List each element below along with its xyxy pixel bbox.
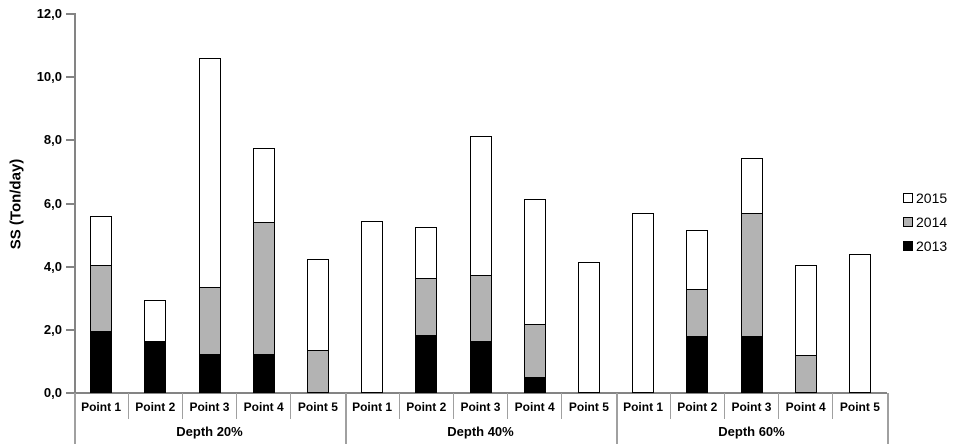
- y-tick-label: 8,0: [43, 132, 62, 148]
- cell-separator: [452, 393, 454, 419]
- point-label: Point 3: [189, 400, 230, 414]
- group-label: Depth 40%: [447, 424, 514, 439]
- y-tick-label: 10,0: [36, 69, 62, 85]
- bar-segment-2013: [470, 341, 492, 393]
- bar-segment-2014: [524, 324, 546, 378]
- bar-segment-2015: [578, 262, 600, 393]
- cell-separator: [778, 393, 780, 419]
- group-separator: [615, 393, 618, 444]
- y-tick-mark: [66, 392, 74, 394]
- cell-separator: [507, 393, 509, 419]
- bar-segment-2013: [90, 331, 112, 393]
- point-label: Point 3: [731, 400, 772, 414]
- bar-segment-2015: [90, 216, 112, 266]
- y-tick-mark: [66, 265, 74, 268]
- y-tick-mark: [66, 328, 74, 331]
- point-label: Point 5: [297, 400, 338, 414]
- group-separator: [886, 393, 889, 444]
- point-label: Point 4: [243, 400, 284, 414]
- legend-swatch-2014: [903, 217, 913, 227]
- y-tick-label: 0,0: [43, 385, 62, 400]
- bar-segment-2015: [795, 265, 817, 356]
- y-tick-label: 2,0: [43, 321, 62, 337]
- y-axis-line: [74, 13, 76, 393]
- cell-separator: [723, 393, 725, 419]
- bar-segment-2014: [741, 213, 763, 337]
- point-label: Point 2: [406, 400, 447, 414]
- cell-separator: [832, 393, 834, 419]
- group-label: Depth 60%: [718, 424, 785, 439]
- legend-swatch-2013: [903, 241, 913, 251]
- bar-segment-2015: [144, 300, 166, 342]
- cell-separator: [236, 393, 238, 419]
- group-separator: [73, 393, 76, 444]
- bar-segment-2013: [415, 335, 437, 393]
- legend-label: 2015: [916, 190, 948, 206]
- point-label: Point 3: [460, 400, 501, 414]
- cell-separator: [127, 393, 129, 419]
- bar-segment-2015: [415, 227, 437, 279]
- bar-segment-2015: [253, 148, 275, 223]
- bar-segment-2015: [361, 221, 383, 393]
- y-tick-label: 12,0: [36, 6, 62, 21]
- bar-segment-2015: [307, 259, 329, 351]
- bar-segment-2013: [741, 336, 763, 393]
- bar-segment-2013: [253, 354, 275, 393]
- point-label: Point 2: [135, 400, 176, 414]
- cell-separator: [669, 393, 671, 419]
- bar-segment-2014: [415, 278, 437, 336]
- point-label: Point 4: [785, 400, 826, 414]
- cell-separator: [561, 393, 563, 419]
- y-tick-mark: [66, 202, 74, 205]
- legend-row: 2015: [903, 186, 959, 210]
- point-label: Point 5: [568, 400, 609, 414]
- bar-segment-2014: [686, 289, 708, 337]
- point-label: Point 5: [839, 400, 880, 414]
- y-tick-mark: [66, 76, 74, 79]
- bar-segment-2014: [307, 350, 329, 393]
- legend-label: 2013: [916, 238, 948, 254]
- point-label: Point 1: [81, 400, 122, 414]
- point-label: Point 4: [514, 400, 555, 414]
- point-label: Point 2: [677, 400, 718, 414]
- legend-row: 2013: [903, 234, 959, 258]
- bar-segment-2013: [199, 354, 221, 393]
- bar-segment-2014: [199, 287, 221, 355]
- group-label: Depth 20%: [176, 424, 243, 439]
- bar-segment-2014: [253, 222, 275, 355]
- cell-separator: [290, 393, 292, 419]
- bar-segment-2014: [470, 275, 492, 342]
- bar-segment-2015: [470, 136, 492, 276]
- legend: 2015 2014 2013: [903, 186, 959, 258]
- y-tick-mark: [66, 13, 74, 15]
- bar-segment-2013: [144, 341, 166, 393]
- bar-segment-2013: [686, 336, 708, 393]
- cell-separator: [181, 393, 183, 419]
- legend-swatch-2015: [903, 193, 913, 203]
- bar-segment-2013: [524, 377, 546, 393]
- bar-segment-2015: [686, 230, 708, 290]
- legend-label: 2014: [916, 214, 948, 230]
- bar-segment-2014: [90, 265, 112, 332]
- bar-segment-2015: [849, 254, 871, 393]
- legend-row: 2014: [903, 210, 959, 234]
- bar-segment-2015: [524, 199, 546, 325]
- bar-segment-2015: [741, 158, 763, 214]
- point-label: Point 1: [352, 400, 393, 414]
- group-separator: [344, 393, 347, 444]
- y-tick-mark: [66, 139, 74, 142]
- bar-segment-2015: [199, 58, 221, 288]
- bar-segment-2014: [795, 355, 817, 393]
- x-axis-line: [66, 392, 887, 394]
- y-tick-label: 4,0: [43, 258, 62, 274]
- cell-separator: [398, 393, 400, 419]
- y-tick-label: 6,0: [43, 195, 62, 211]
- point-label: Point 1: [623, 400, 664, 414]
- bar-segment-2015: [632, 213, 654, 393]
